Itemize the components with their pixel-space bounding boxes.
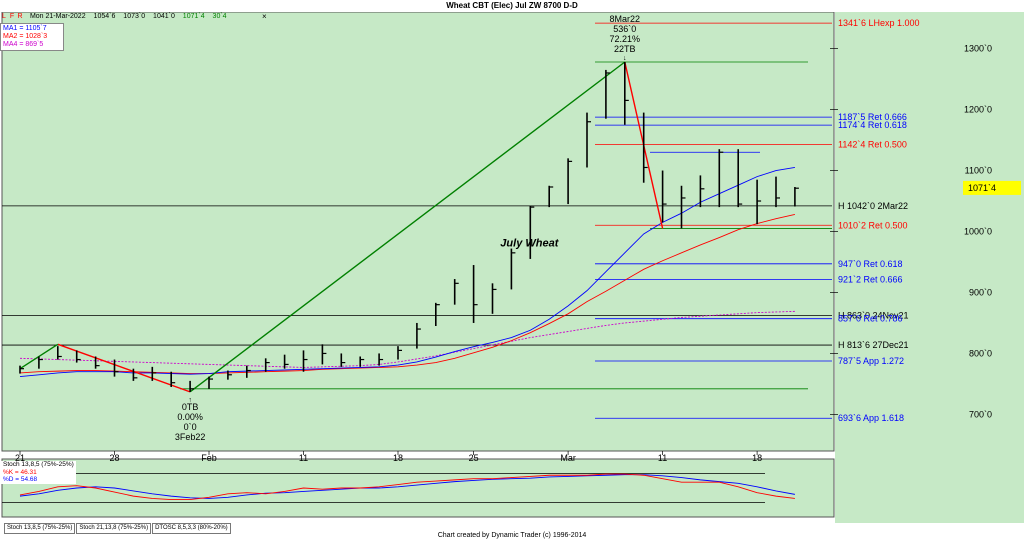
stoch-legend-title: Stoch 13,8,5 (75%-25%) — [3, 461, 74, 468]
toolbar-change: 30`4 — [212, 13, 227, 20]
ma2-legend: MA2 = 1028`3 — [3, 33, 48, 40]
footer-credit: Chart created by Dynamic Trader (c) 1996… — [437, 532, 587, 539]
toolbar-high: 1073`0 — [123, 13, 146, 20]
x-tick-label: 25 — [469, 453, 479, 463]
swing-annotation: 0.00% — [177, 412, 203, 422]
price-axis-area — [835, 12, 1024, 523]
annotation-arrow: ↑ — [188, 397, 192, 404]
level-label: 1010`2 Ret 0.500 — [838, 220, 908, 230]
level-label: H 813`6 27Dec21 — [838, 340, 909, 350]
ma4-legend: MA4 = 869`5 — [3, 41, 44, 48]
swing-line — [189, 61, 626, 393]
toolbar-btn-r[interactable]: R — [17, 13, 23, 20]
x-tick-label: Feb — [201, 453, 217, 463]
annotation-arrow: ↓ — [623, 55, 627, 62]
level-label: H 863`0 24Nov21 — [838, 311, 909, 321]
toolbar-close: 1071`4 — [182, 13, 205, 20]
y-tick-label: 900`0 — [969, 287, 992, 297]
level-label: 787`5 App 1.272 — [838, 356, 904, 366]
x-tick-label: 18 — [752, 453, 762, 463]
level-label: 693`6 App 1.618 — [838, 413, 904, 423]
swing-annotation: 0TB — [182, 402, 199, 412]
close-icon[interactable]: × — [262, 12, 267, 21]
x-tick-label: 28 — [109, 453, 119, 463]
y-tick-label: 800`0 — [969, 348, 992, 358]
toolbar-date: Mon 21-Mar-2022 — [29, 13, 86, 20]
x-tick-label: 11 — [658, 453, 667, 463]
y-tick-label: 1200`0 — [964, 105, 992, 115]
x-tick-label: 18 — [393, 453, 403, 463]
stoch-legend: Stoch 13,8,5 (75%-25%) %K = 46.31 %D = 5… — [1, 461, 76, 484]
last-price-box — [963, 180, 1021, 195]
y-tick-label: 1000`0 — [964, 227, 992, 237]
toolbar-open: 1054`6 — [93, 13, 116, 20]
stoch-k-line — [19, 473, 795, 501]
level-label: 1187`5 Ret 0.666 — [838, 112, 907, 122]
last-price-label: 1071`4 — [968, 183, 996, 193]
swing-annotation: 72.21% — [610, 34, 641, 44]
toolbar-low: 1041`0 — [153, 13, 175, 20]
x-tick-label: 21 — [15, 453, 25, 463]
tab-stoch-13[interactable]: Stoch 13,8,5 (75%-25%) — [4, 523, 76, 534]
toolbar-btn-l[interactable]: L — [2, 13, 6, 20]
tab-stoch-21[interactable]: Stoch 21,13,8 (75%-25%) — [76, 523, 152, 534]
level-label: H 1042`0 2Mar22 — [838, 201, 908, 211]
x-tick-label: 11 — [299, 453, 308, 463]
level-label: 857`0 Ret 0.786 — [838, 314, 903, 324]
ma1-legend: MA1 = 1105`7 — [3, 25, 47, 32]
level-label: 921`2 Ret 0.666 — [838, 275, 903, 285]
level-label: 1142`4 Ret 0.500 — [838, 140, 907, 150]
x-tick-label: Mar — [560, 453, 576, 463]
window-title: Wheat CBT (Elec) Jul ZW 8700 D-D — [446, 1, 578, 10]
ma1-line — [19, 167, 795, 378]
swing-annotation: 536`0 — [613, 24, 636, 34]
chart-annotation: July Wheat — [500, 238, 559, 250]
swing-annotation: 22TB — [614, 44, 636, 54]
level-label: 1174`4 Ret 0.618 — [838, 120, 907, 130]
level-label: 947`0 Ret 0.618 — [838, 259, 903, 269]
swing-line — [57, 343, 191, 393]
stoch-plot-area — [1, 458, 835, 518]
level-label: 1341`6 LHexp 1.000 — [838, 18, 920, 28]
stoch-d-line — [19, 474, 795, 499]
indicator-tabs: Stoch 13,8,5 (75%-25%) Stoch 21,13,8 (75%… — [4, 523, 232, 534]
tab-dtosc[interactable]: DTOSC 8,5,3,3 (80%-20%) — [152, 523, 231, 534]
ma-legend: MA1 = 1105`7 MA2 = 1028`3 MA4 = 869`5 — [0, 23, 64, 51]
y-tick-label: 700`0 — [969, 409, 992, 419]
swing-annotation: 0`0 — [184, 422, 197, 432]
toolbar-btn-f[interactable]: F — [9, 13, 15, 20]
swing-annotation: 3Feb22 — [175, 432, 206, 442]
price-chart: 700`0 800`0 900`0 1000`0 1100`0 1200`0 1300`0 2… — [1, 12, 1024, 523]
y-tick-label: 1300`0 — [964, 44, 992, 54]
stoch-d-legend: %D = 54.68 — [3, 476, 38, 483]
y-tick-label: 1100`0 — [965, 166, 992, 176]
swing-annotation: 8Mar22 — [610, 14, 641, 24]
price-plot-area — [1, 12, 835, 452]
stoch-k-legend: %K = 46.31 — [3, 468, 37, 476]
ma2-line — [19, 213, 795, 375]
